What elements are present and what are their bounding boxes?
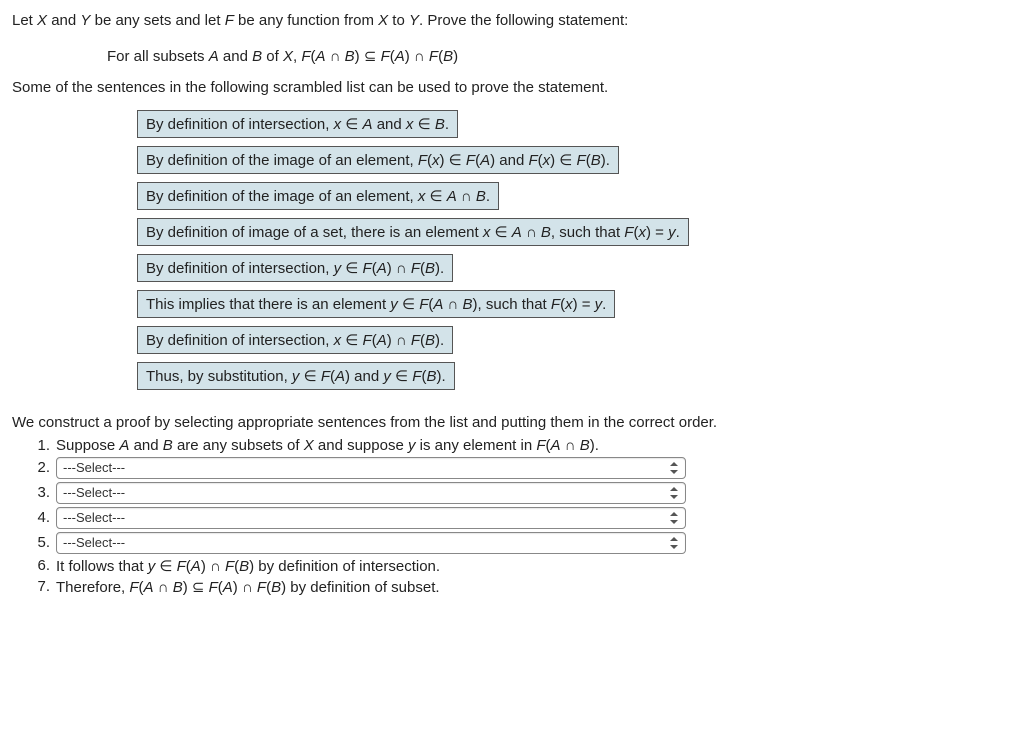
construct-intro: We construct a proof by selecting approp…	[12, 414, 1012, 431]
statement: For all subsets A and B of X, F(A ∩ B) ⊆…	[107, 47, 1012, 65]
chevron-updown-icon	[667, 460, 681, 476]
proof-step-4: 4. ---Select---	[32, 507, 1012, 529]
select-placeholder: ---Select---	[63, 485, 125, 500]
step-number: 7.	[32, 578, 56, 595]
step-text: Suppose A and B are any subsets of X and…	[56, 437, 1012, 454]
scrambled-list: By definition of intersection, x ∈ A and…	[137, 110, 1012, 398]
proof-steps: 1. Suppose A and B are any subsets of X …	[32, 437, 1012, 596]
scrambled-item: This implies that there is an element y …	[137, 290, 615, 318]
select-placeholder: ---Select---	[63, 510, 125, 525]
chevron-updown-icon	[667, 510, 681, 526]
proof-step-7: 7. Therefore, F(A ∩ B) ⊆ F(A) ∩ F(B) by …	[32, 578, 1012, 596]
scrambled-item: By definition of intersection, x ∈ A and…	[137, 110, 458, 138]
proof-step-5: 5. ---Select---	[32, 532, 1012, 554]
step-select-2[interactable]: ---Select---	[56, 457, 686, 479]
proof-step-6: 6. It follows that y ∈ F(A) ∩ F(B) by de…	[32, 557, 1012, 575]
proof-step-1: 1. Suppose A and B are any subsets of X …	[32, 437, 1012, 454]
step-number: 5.	[32, 534, 56, 551]
step-number: 2.	[32, 459, 56, 476]
step-text: Therefore, F(A ∩ B) ⊆ F(A) ∩ F(B) by def…	[56, 578, 1012, 596]
proof-step-2: 2. ---Select---	[32, 457, 1012, 479]
problem-intro: Let X and Y be any sets and let F be any…	[12, 10, 1012, 33]
scrambled-intro: Some of the sentences in the following s…	[12, 79, 1012, 96]
scrambled-item: Thus, by substitution, y ∈ F(A) and y ∈ …	[137, 362, 455, 390]
step-select-3[interactable]: ---Select---	[56, 482, 686, 504]
select-placeholder: ---Select---	[63, 460, 125, 475]
step-number: 3.	[32, 484, 56, 501]
chevron-updown-icon	[667, 535, 681, 551]
step-select-5[interactable]: ---Select---	[56, 532, 686, 554]
select-placeholder: ---Select---	[63, 535, 125, 550]
proof-step-3: 3. ---Select---	[32, 482, 1012, 504]
scrambled-item: By definition of the image of an element…	[137, 182, 499, 210]
step-number: 6.	[32, 557, 56, 574]
scrambled-item: By definition of image of a set, there i…	[137, 218, 689, 246]
chevron-updown-icon	[667, 485, 681, 501]
step-number: 4.	[32, 509, 56, 526]
step-select-4[interactable]: ---Select---	[56, 507, 686, 529]
scrambled-item: By definition of intersection, y ∈ F(A) …	[137, 254, 453, 282]
scrambled-item: By definition of the image of an element…	[137, 146, 619, 174]
step-number: 1.	[32, 437, 56, 454]
scrambled-item: By definition of intersection, x ∈ F(A) …	[137, 326, 453, 354]
step-text: It follows that y ∈ F(A) ∩ F(B) by defin…	[56, 557, 1012, 575]
